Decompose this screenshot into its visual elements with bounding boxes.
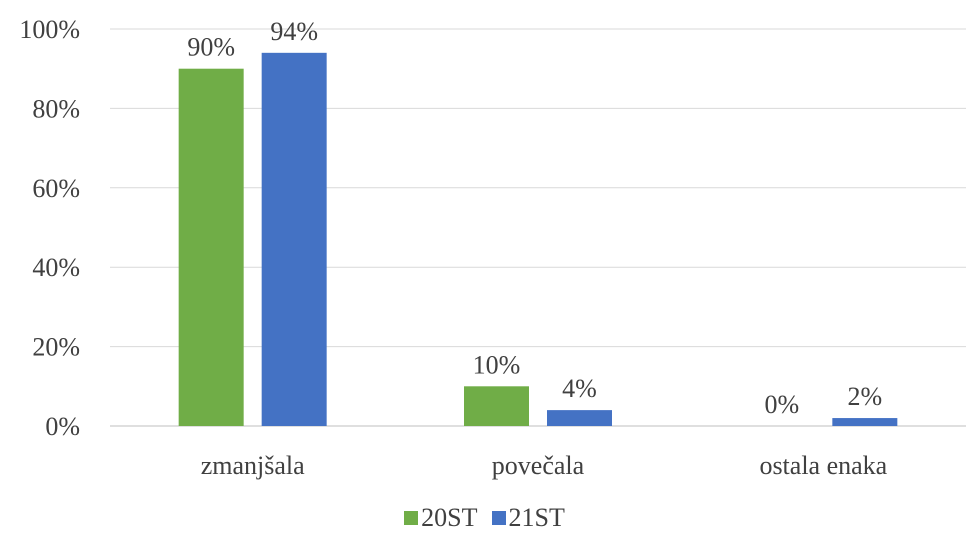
data-label: 10% [473, 350, 521, 379]
legend-label-20st: 20ST [421, 503, 477, 533]
x-tick-label: zmanjšala [201, 451, 305, 480]
bar [547, 410, 612, 426]
x-tick-label: ostala enaka [759, 451, 887, 480]
y-tick-label: 40% [32, 253, 80, 282]
data-label: 90% [187, 33, 235, 62]
bar [262, 53, 327, 426]
y-tick-label: 0% [45, 412, 80, 441]
data-label: 4% [562, 374, 597, 403]
y-tick-label: 80% [32, 94, 80, 123]
legend-item-21st: 21ST [492, 503, 565, 533]
bar [179, 69, 244, 426]
bar [832, 418, 897, 426]
legend: 20ST 21ST [0, 503, 969, 533]
legend-label-21st: 21ST [509, 503, 565, 533]
data-label: 2% [847, 382, 882, 411]
y-tick-label: 100% [19, 15, 80, 44]
legend-item-20st: 20ST [404, 503, 477, 533]
legend-swatch-21st [492, 511, 506, 525]
data-label: 0% [764, 390, 799, 419]
y-tick-label: 60% [32, 174, 80, 203]
x-tick-label: povečala [492, 451, 585, 480]
data-label: 94% [270, 17, 318, 46]
bar [464, 386, 529, 426]
y-tick-label: 20% [32, 333, 80, 362]
legend-swatch-20st [404, 511, 418, 525]
